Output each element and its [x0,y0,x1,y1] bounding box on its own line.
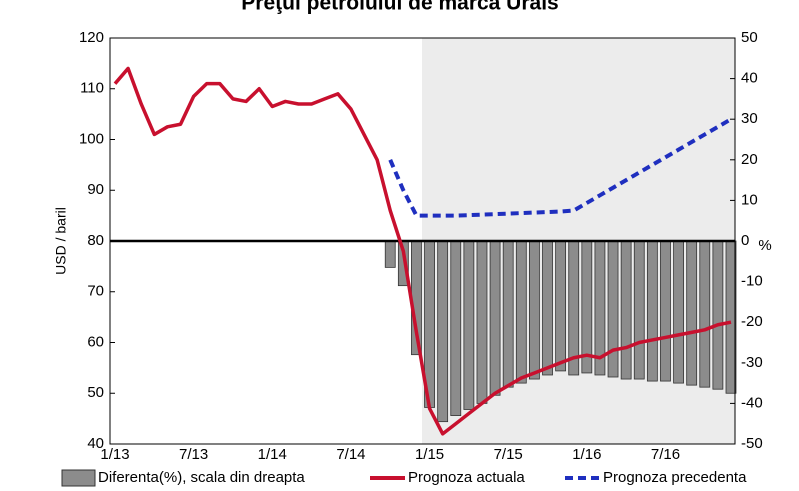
bar [699,240,711,388]
legend: Diferenta(%), scala din dreapta Prognoza … [61,469,747,487]
x-tick-label: 7/16 [651,446,680,463]
bar [712,240,724,390]
y-axis-label: USD / baril [53,207,69,275]
y-tick-label: 110 [80,80,104,97]
y-tick-label: 60 [87,333,104,350]
x-tick-label: 7/14 [336,446,365,463]
y-tick-label: 80 [87,232,104,249]
y-tick-label: 100 [79,130,104,147]
y2-tick-label: -20 [741,313,763,330]
y-tick-label: 40 [87,435,104,452]
bar [555,240,567,372]
bar [476,240,488,404]
y-tick-label: 70 [87,283,104,300]
legend-label: Prognoza actuala [408,469,525,486]
legend-swatch [61,469,96,487]
y2-tick-label: -10 [741,273,763,290]
y-tick-label: 120 [79,29,104,46]
y2-tick-label: 10 [741,191,758,208]
bar [463,240,475,410]
plot-frame [109,37,736,445]
plot: 40 50 60 70 80 90 100 110 120 -50 -40 -30 -20 -10 0 10 2… [79,29,763,463]
x-tick-label: 1/16 [572,446,601,463]
bar [384,240,396,268]
y2-tick-label: 50 [741,29,758,46]
chart-title: Preţul petrolului de marca Urals [241,0,558,15]
bar [450,240,462,416]
x-tick-label: 1/14 [258,446,287,463]
bar [620,240,632,380]
x-tick-label: 1/15 [415,446,444,463]
y2-tick-label: 0 [741,232,749,249]
x-tick-label: 7/13 [179,446,208,463]
x-tick-label: 1/13 [100,446,129,463]
y-tick-label: 50 [87,384,104,401]
bar [673,240,684,384]
y2-tick-label: -40 [741,394,763,411]
bar [686,240,698,386]
y-tick-label: 90 [87,181,104,198]
y2-axis-label: % [758,237,771,254]
bar [646,240,658,382]
bar [437,240,449,423]
bar [529,240,540,380]
bar [568,240,580,376]
y2-tick-label: 40 [741,70,758,87]
bar [633,240,645,380]
bar [581,240,593,374]
bar [489,240,501,396]
legend-label: Prognoza precedenta [603,469,747,486]
line [113,66,732,436]
bar [515,240,527,384]
bar [607,240,619,378]
dashed-line [388,117,733,218]
bar [502,240,514,388]
bar [542,240,553,376]
x-tick-label: 7/15 [494,446,523,463]
y2-tick-label: -50 [741,435,763,452]
y2-tick-label: 20 [741,151,758,168]
legend-label: Diferenta(%), scala din dreapta [98,469,305,486]
y2-tick-label: 30 [741,110,758,127]
y2-tick-label: -30 [741,354,763,371]
bar [660,240,671,382]
